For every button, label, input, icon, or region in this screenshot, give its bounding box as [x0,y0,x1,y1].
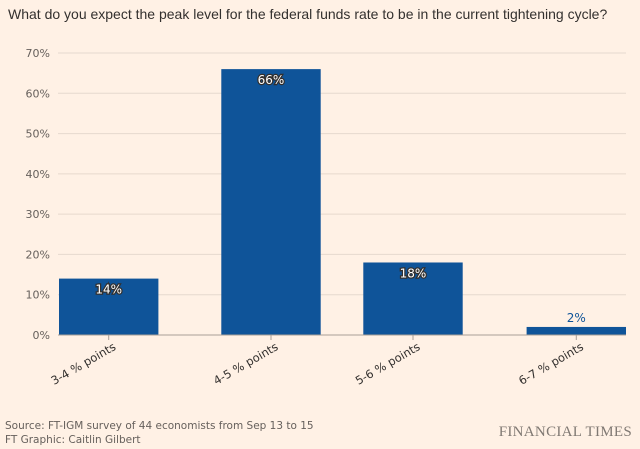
source-note: Source: FT-IGM survey of 44 economists f… [5,420,314,432]
ft-logo: FINANCIAL TIMES [498,424,632,440]
data-label: 2% [567,311,586,325]
x-tick-label: 6-7 % points [516,339,586,387]
y-tick-label: 0% [33,329,50,342]
data-label: 18% [400,266,427,280]
bar [221,69,321,335]
chart-title: What do you expect the peak level for th… [8,6,608,22]
y-tick-label: 60% [26,87,50,100]
x-tick-label: 5-6 % points [353,339,423,387]
bar [526,326,626,335]
x-tick-label: 4-5 % points [211,339,281,387]
y-tick-label: 20% [26,248,50,261]
bar [59,278,159,335]
y-tick-label: 30% [26,208,50,221]
y-tick-label: 70% [26,47,50,60]
data-label: 14% [95,283,122,297]
data-label: 66% [258,73,285,87]
y-tick-label: 40% [26,168,50,181]
y-tick-label: 50% [26,128,50,141]
y-tick-label: 10% [26,289,50,302]
x-tick-label: 3-4 % points [49,339,119,387]
credit-note: FT Graphic: Caitlin Gilbert [5,434,141,446]
bar [363,262,463,335]
